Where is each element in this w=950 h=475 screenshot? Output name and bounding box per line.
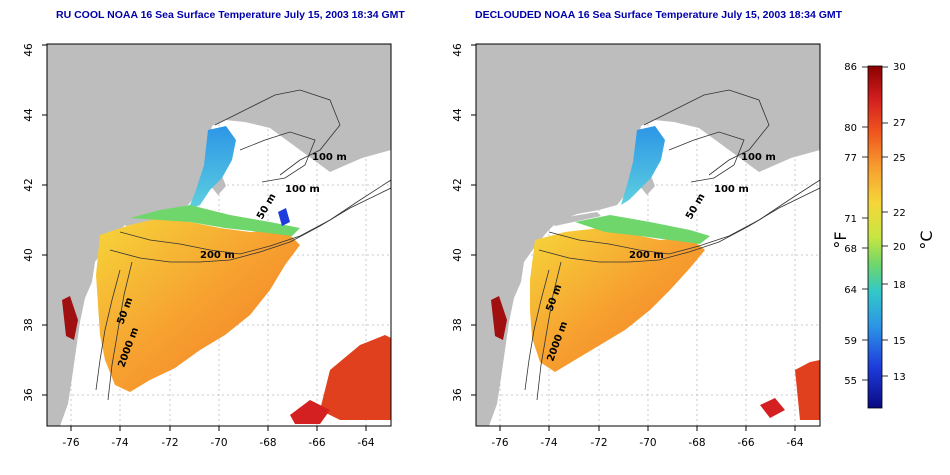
map-title-declouded: DECLOUDED NOAA 16 Sea Surface Temperatur… (475, 9, 843, 21)
x-tick-label: -64 (357, 437, 374, 449)
colorbar-c-tick: 15 (893, 336, 906, 347)
sst-cool-band-left (130, 205, 300, 236)
sst-hot-coast-right (491, 296, 507, 340)
contour-label: 100 m (285, 184, 320, 195)
x-tick-label: -70 (639, 437, 656, 449)
colorbar-f-tick: 77 (844, 153, 857, 164)
colorbar-tick-marks (862, 66, 888, 381)
contour-label: 200 m (629, 250, 664, 261)
colorbar-fahrenheit-ticks: 86 80 77 71 68 64 59 55 (844, 62, 857, 387)
cape-cod-right (639, 176, 655, 195)
x-tick-label: -72 (590, 437, 607, 449)
x-tick-label: -66 (737, 437, 754, 449)
x-tick-label: -72 (161, 437, 178, 449)
contour-label: 100 m (741, 152, 776, 163)
long-island-right (549, 212, 601, 226)
y-tick-label: 36 (23, 388, 35, 402)
x-tick-label: -66 (308, 437, 325, 449)
colorbar-f-tick: 80 (844, 123, 857, 134)
y-tick-label: 40 (452, 248, 464, 261)
sst-cool-band-right (575, 215, 710, 244)
colorbar-c-tick: 18 (893, 280, 906, 291)
cape-cod-left (210, 176, 226, 195)
colorbar-c-tick: 22 (893, 208, 906, 219)
contour-label: 100 m (312, 152, 347, 163)
colorbar-f-tick: 59 (844, 336, 857, 347)
sst-warm-shelf-left (96, 218, 300, 392)
sst-hot-east2-left (290, 400, 330, 424)
bathymetry-contours-right (524, 89, 821, 401)
colorbar-unit-fahrenheit: °F (831, 231, 850, 248)
sst-cool-gulf-left (188, 126, 236, 210)
colorbar-c-tick: 30 (893, 62, 906, 73)
contour-label: 200 m (200, 250, 235, 261)
sst-warm-shelf-right (530, 228, 705, 372)
land-mass-left (47, 44, 391, 426)
colorbar-f-tick: 68 (844, 244, 857, 255)
colorbar-celsius-ticks: 30 27 25 22 20 18 15 13 (893, 62, 906, 383)
colorbar-f-tick: 64 (844, 285, 857, 296)
land-mass-right (476, 44, 820, 426)
x-axis-right: -76 -74 -72 -70 -68 -66 -64 (491, 437, 803, 449)
colorbar-c-tick: 25 (893, 153, 906, 164)
bathymetry-contours-left (95, 89, 392, 401)
x-axis-left: -76 -74 -72 -70 -68 -66 -64 (62, 437, 374, 449)
y-tick-label: 40 (23, 248, 35, 261)
colorbar-f-tick: 71 (844, 214, 857, 225)
x-tick-label: -68 (688, 437, 705, 449)
colorbar: 86 80 77 71 68 64 59 55 30 27 25 22 20 1… (831, 62, 936, 409)
sst-hot-east-left (320, 335, 391, 420)
x-tick-label: -68 (259, 437, 276, 449)
sst-hot-east-right (795, 360, 820, 420)
y-tick-label: 44 (452, 108, 464, 122)
x-tick-label: -76 (491, 437, 508, 449)
y-axis-left: 46 44 42 40 38 36 (23, 43, 35, 402)
sst-hot-coast-left (62, 296, 78, 340)
map-panel-left: 100 m 100 m 50 m 200 m 50 m 2000 m -76 -… (23, 43, 392, 449)
x-tick-label: -74 (111, 437, 128, 449)
x-tick-marks-left (70, 426, 367, 431)
y-tick-marks-left (42, 44, 47, 396)
y-tick-label: 38 (452, 318, 464, 331)
colorbar-c-tick: 27 (893, 118, 906, 129)
colorbar-f-tick: 55 (844, 376, 857, 387)
y-tick-label: 46 (23, 43, 35, 57)
x-tick-label: -64 (786, 437, 803, 449)
y-tick-label: 46 (452, 43, 464, 57)
y-tick-label: 38 (23, 318, 35, 331)
colorbar-c-tick: 13 (893, 372, 906, 383)
sst-hot-east2-right (760, 398, 785, 418)
x-tick-label: -70 (210, 437, 227, 449)
y-axis-right: 46 44 42 40 38 36 (452, 43, 464, 402)
x-tick-label: -74 (540, 437, 557, 449)
colorbar-c-tick: 20 (893, 242, 906, 253)
y-tick-label: 36 (452, 388, 464, 402)
sst-cool-gulf-right (621, 126, 665, 205)
sst-cold-spot-left (278, 208, 290, 226)
y-tick-label: 42 (452, 178, 464, 191)
contour-label: 100 m (714, 184, 749, 195)
y-tick-label: 44 (23, 108, 35, 122)
map-panel-right: 100 m 100 m 50 m 200 m 50 m 2000 m -76 -… (452, 43, 821, 449)
x-tick-marks-right (499, 426, 796, 431)
x-tick-label: -76 (62, 437, 79, 449)
colorbar-unit-celsius: °C (917, 230, 936, 249)
map-title-raw: RU COOL NOAA 16 Sea Surface Temperature … (56, 9, 405, 21)
colorbar-f-tick: 86 (844, 62, 857, 73)
y-tick-marks-right (471, 44, 476, 396)
y-tick-label: 42 (23, 178, 35, 191)
colorbar-scale (867, 65, 883, 409)
